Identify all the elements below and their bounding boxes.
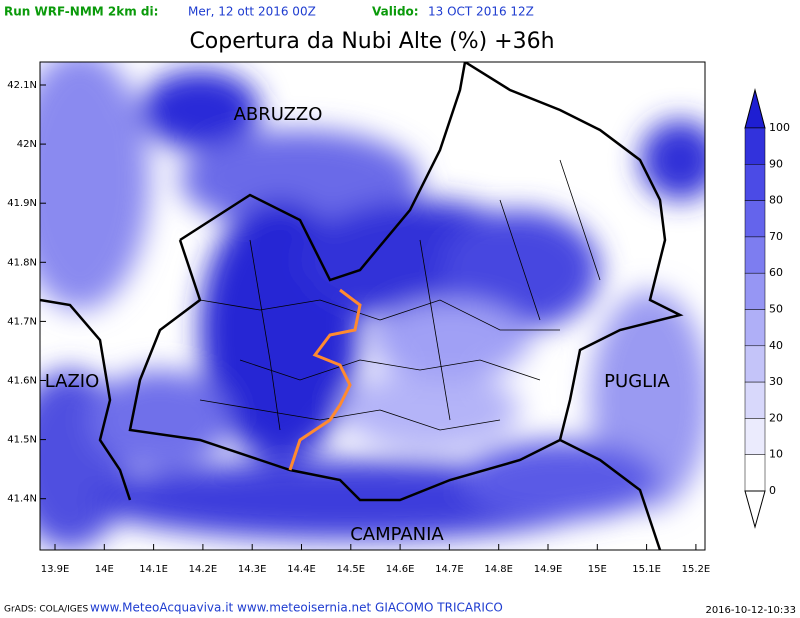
lon-label: 15.2E	[682, 564, 711, 575]
lon-label: 14.1E	[139, 564, 168, 575]
lon-label: 14.4E	[287, 564, 316, 575]
region-label: ABRUZZO	[234, 104, 323, 125]
colorbar-label: 90	[769, 157, 783, 170]
lon-label: 15.1E	[632, 564, 661, 575]
lat-label: 42.1N	[7, 80, 37, 91]
lat-label: 41.7N	[7, 316, 37, 327]
lon-label: 14.8E	[484, 564, 513, 575]
lat-label: 41.8N	[7, 257, 37, 268]
colorbar-label: 40	[769, 339, 783, 352]
colorbar-bottom	[744, 490, 766, 529]
cloud-blobs	[40, 62, 705, 550]
run-label: Run WRF-NMM 2km di:	[4, 5, 158, 19]
lat-label: 41.6N	[7, 376, 37, 387]
lon-label: 14.6E	[386, 564, 415, 575]
colorbar-band	[744, 164, 766, 201]
lat-label: 42N	[17, 139, 37, 150]
footer-credits: www.MeteoAcquaviva.it www.meteoisernia.n…	[90, 601, 503, 615]
colorbar-label: 80	[769, 194, 783, 207]
run-date: Mer, 12 ott 2016 00Z	[188, 5, 316, 19]
lon-label: 14.7E	[435, 564, 464, 575]
map-frame	[39, 61, 706, 551]
footer-software: GrADS: COLA/IGES	[4, 605, 88, 615]
footer-timestamp: 2016-10-12-10:33	[705, 605, 796, 616]
colorbar-band	[744, 309, 766, 347]
colorbar-label: 70	[769, 230, 783, 243]
colorbar-band	[744, 418, 766, 455]
province-border	[288, 288, 362, 471]
map-title: Copertura da Nubi Alte (%) +36h	[189, 29, 554, 54]
colorbar-label: 30	[769, 375, 783, 388]
lon-label: 13.9E	[41, 564, 70, 575]
lon-label: 14.5E	[337, 564, 366, 575]
region-label: CAMPANIA	[350, 524, 444, 545]
lon-label: 14.3E	[238, 564, 267, 575]
colorbar-label: 20	[769, 411, 783, 424]
colorbar-band	[744, 236, 766, 274]
region-label: PUGLIA	[604, 371, 670, 392]
lon-label: 14E	[95, 564, 114, 575]
cloud-field	[40, 62, 705, 550]
colorbar-label: 60	[769, 266, 783, 279]
colorbar-band	[744, 454, 766, 492]
region-label: LAZIO	[45, 371, 100, 392]
lon-label: 15E	[588, 564, 607, 575]
lon-label: 14.9E	[534, 564, 563, 575]
colorbar-label: 10	[769, 448, 783, 461]
colorbar-band	[744, 272, 766, 310]
lat-label: 41.9N	[7, 198, 37, 209]
colorbar-label: 100	[769, 121, 790, 134]
colorbar-top	[744, 88, 766, 129]
colorbar-band	[744, 200, 766, 238]
valid-label: Valido:	[372, 5, 419, 19]
lon-label: 14.2E	[189, 564, 218, 575]
colorbar-band	[744, 381, 766, 419]
borders	[40, 62, 684, 550]
colorbar-label: 0	[769, 484, 776, 497]
lat-label: 41.4N	[7, 494, 37, 505]
colorbar-band	[744, 127, 766, 165]
colorbar-band	[744, 345, 766, 383]
lat-label: 41.5N	[7, 435, 37, 446]
valid-date: 13 OCT 2016 12Z	[428, 5, 534, 19]
colorbar-label: 50	[769, 303, 783, 316]
